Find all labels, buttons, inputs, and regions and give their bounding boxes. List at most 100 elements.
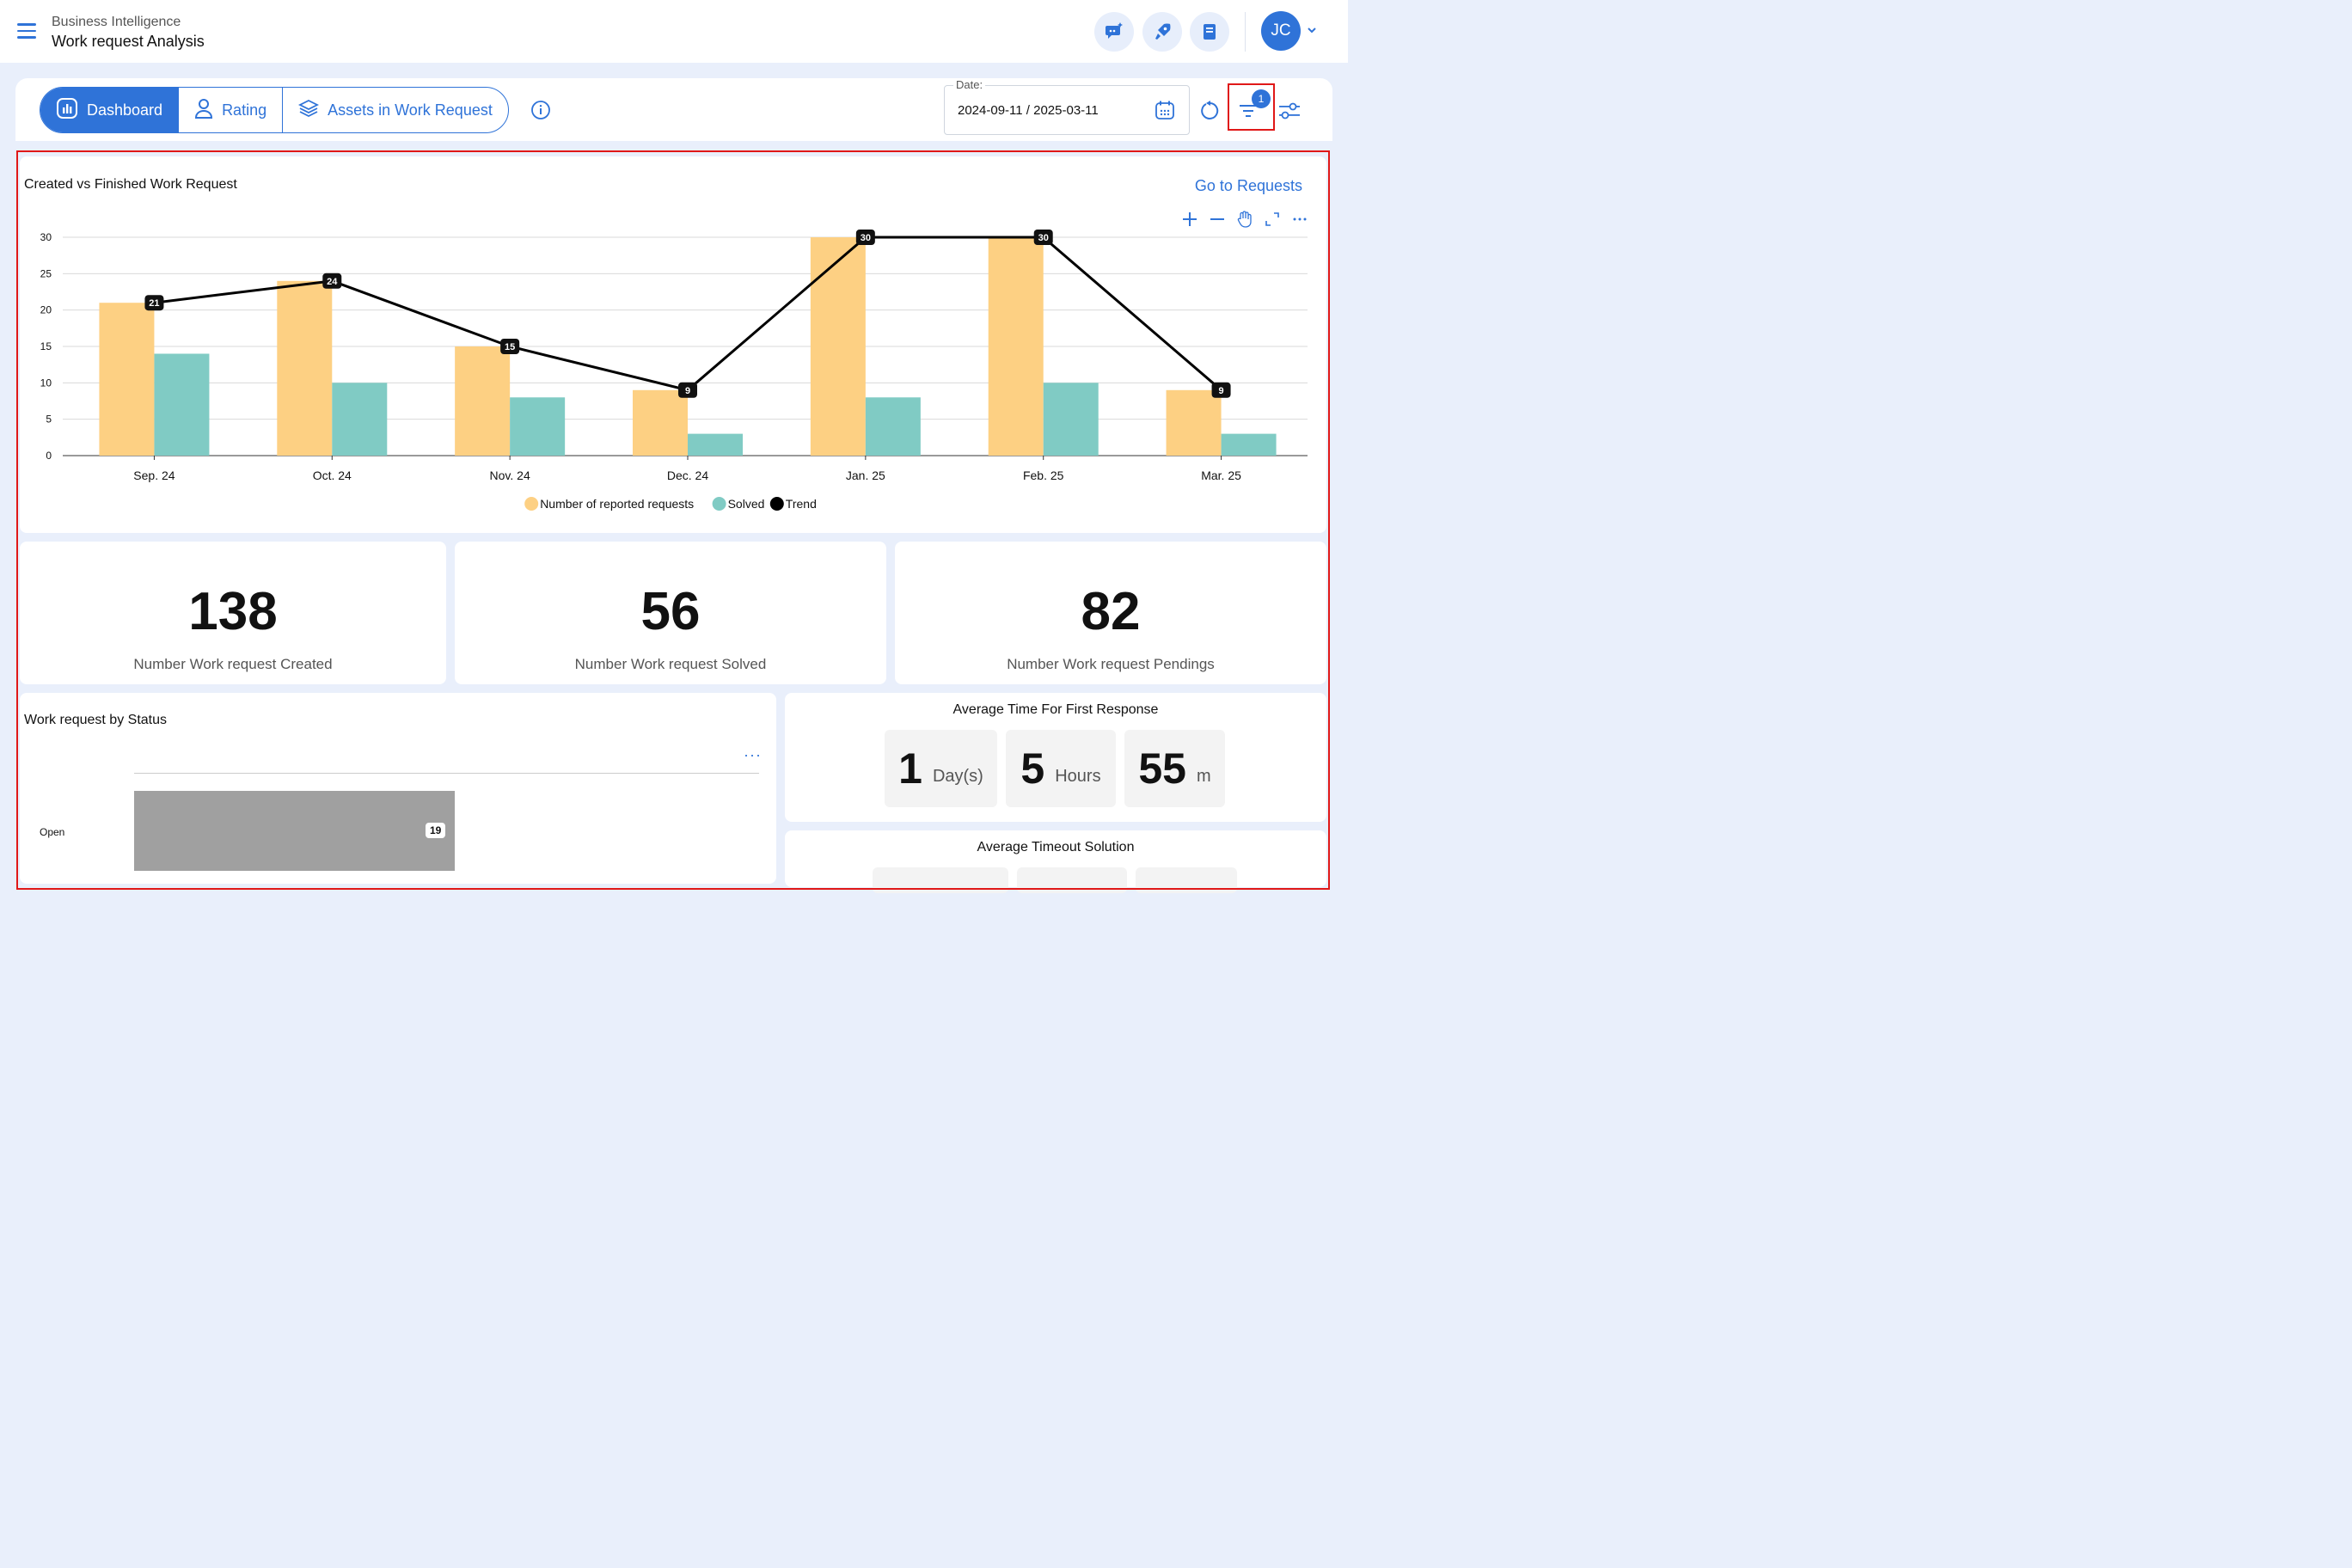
date-value: 2024-09-11 / 2025-03-11 [958, 103, 1099, 118]
chart-icon [56, 97, 78, 124]
x-tick-label: Nov. 24 [490, 469, 530, 482]
y-tick-label: 30 [40, 231, 52, 243]
bar[interactable] [332, 383, 388, 456]
legend-label: Solved [728, 497, 765, 511]
data-label-bg [322, 273, 342, 289]
kpi-created-value: 138 [188, 582, 278, 641]
data-label: 30 [861, 233, 871, 243]
filter-icon[interactable] [1238, 101, 1259, 125]
bar[interactable] [99, 303, 155, 456]
first-response-title: Average Time For First Response [952, 702, 1159, 717]
x-tick-label: Mar. 25 [1201, 469, 1241, 482]
bar[interactable] [810, 237, 866, 456]
kpi-pending-value: 82 [1081, 582, 1141, 641]
filter-count-badge: 1 [1252, 89, 1271, 108]
data-label-bg [500, 339, 520, 354]
chart-title: Created vs Finished Work Request [24, 177, 237, 192]
data-label-bg [144, 295, 164, 311]
tab-label: Assets in Work Request [328, 101, 493, 119]
bar[interactable] [277, 280, 333, 456]
status-card: Work request by Status ··· Open 19 [20, 693, 776, 884]
more-icon[interactable] [1290, 210, 1309, 229]
days-value: 1 [898, 744, 922, 793]
status-bar-open[interactable] [134, 791, 455, 871]
fullscreen-icon[interactable] [1263, 210, 1282, 229]
x-tick-label: Jan. 25 [846, 469, 885, 482]
kpi-created-label: Number Work request Created [133, 656, 333, 672]
y-tick-label: 20 [40, 304, 52, 316]
info-icon[interactable] [531, 101, 550, 124]
tab-assets[interactable]: Assets in Work Request [283, 88, 508, 132]
more-icon[interactable]: ··· [744, 746, 762, 763]
go-to-requests-link[interactable]: Go to Requests [1194, 177, 1302, 194]
kpi-solved-card: 56 Number Work request Solved [455, 542, 886, 684]
rocket-icon[interactable] [1142, 12, 1182, 52]
y-tick-label: 5 [46, 413, 52, 426]
bar[interactable] [988, 237, 1044, 456]
date-range-field[interactable]: Date: 2024-09-11 / 2025-03-11 [944, 78, 1190, 135]
status-card-title: Work request by Status [24, 713, 167, 727]
chat-sparkle-icon[interactable] [1094, 12, 1134, 52]
data-label-bg [1033, 230, 1053, 245]
x-tick-label: Oct. 24 [313, 469, 352, 482]
status-bar-value: 19 [426, 823, 446, 838]
data-label: 9 [1219, 386, 1224, 396]
timeout-hours-box [1017, 867, 1127, 893]
y-tick-label: 10 [40, 377, 52, 389]
menu-icon[interactable] [17, 23, 36, 39]
minutes-unit: m [1196, 766, 1211, 786]
kpi-pending-card: 82 Number Work request Pendings [895, 542, 1326, 684]
settings-sliders-icon[interactable] [1277, 101, 1302, 126]
data-label: 24 [327, 277, 338, 287]
tab-rating[interactable]: Rating [179, 88, 284, 132]
x-tick-label: Dec. 24 [667, 469, 708, 482]
layers-icon [298, 98, 320, 123]
calendar-icon[interactable] [1155, 100, 1175, 125]
bar[interactable] [633, 389, 688, 456]
bar[interactable] [688, 433, 743, 456]
days-unit: Day(s) [932, 766, 983, 786]
legend-label: Trend [786, 497, 817, 511]
bar[interactable] [510, 397, 566, 456]
x-tick-label: Sep. 24 [133, 469, 175, 482]
bar[interactable] [1166, 389, 1222, 456]
timeout-card: Average Timeout Solution [785, 830, 1326, 893]
header-divider [1245, 12, 1246, 52]
refresh-icon[interactable] [1200, 100, 1221, 125]
tab-label: Dashboard [87, 101, 163, 119]
timeout-title: Average Timeout Solution [977, 840, 1135, 854]
data-label: 21 [149, 298, 159, 309]
data-label: 9 [685, 386, 690, 396]
bar[interactable] [1221, 433, 1277, 456]
kpi-created-card: 138 Number Work request Created [20, 542, 446, 684]
pan-hand-icon[interactable] [1235, 210, 1254, 229]
bar[interactable] [1043, 383, 1099, 456]
data-label-bg [1211, 382, 1231, 398]
y-tick-label: 0 [46, 450, 52, 462]
tab-dashboard[interactable]: Dashboard [40, 88, 180, 132]
breadcrumb: Business Intelligence [52, 15, 181, 29]
zoom-in-icon[interactable] [1180, 210, 1199, 229]
kpi-solved-value: 56 [640, 582, 701, 641]
days-box: 1 Day(s) [885, 730, 997, 807]
page-title: Work request Analysis [52, 33, 205, 50]
avatar[interactable]: JC [1261, 11, 1301, 51]
legend-marker [712, 497, 726, 511]
zoom-out-icon[interactable] [1208, 210, 1227, 229]
bar[interactable] [154, 353, 210, 456]
hours-unit: Hours [1055, 766, 1101, 786]
hours-value: 5 [1020, 744, 1045, 793]
book-icon[interactable] [1190, 12, 1229, 52]
top-bar: Business Intelligence Work request Analy… [0, 0, 1348, 63]
data-label-bg [855, 230, 875, 245]
kpi-pending-label: Number Work request Pendings [1007, 656, 1215, 672]
first-response-card: Average Time For First Response 1 Day(s)… [785, 693, 1326, 822]
bar[interactable] [865, 397, 921, 456]
filter-highlight [1228, 83, 1275, 131]
chevron-down-icon[interactable] [1306, 24, 1318, 40]
bar[interactable] [455, 346, 511, 456]
status-axis-line [134, 773, 759, 774]
tab-label: Rating [222, 101, 267, 119]
timeout-minutes-box [1136, 867, 1237, 893]
legend-marker [769, 497, 784, 511]
